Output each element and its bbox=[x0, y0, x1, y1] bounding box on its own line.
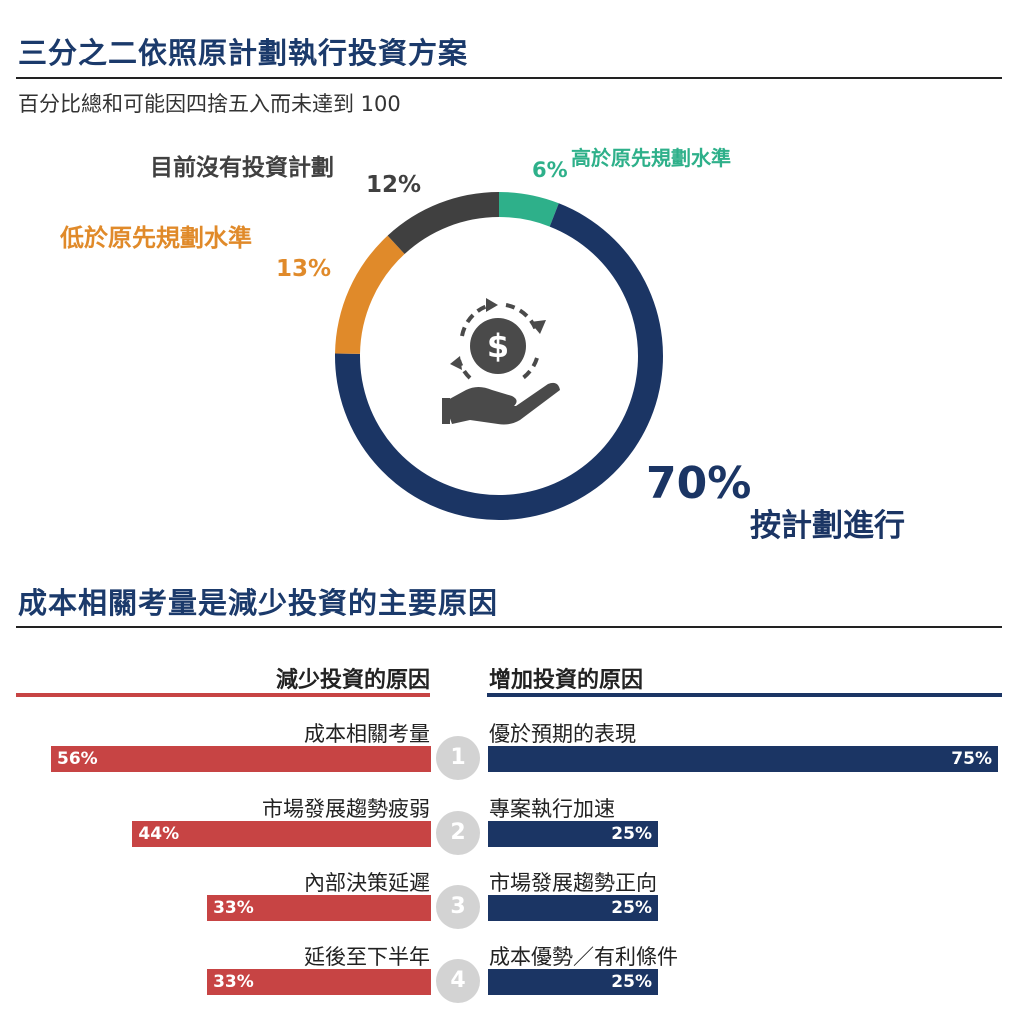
page-subtitle: 百分比總和可能因四捨五入而未達到 100 bbox=[18, 92, 401, 116]
slice-name-label: 目前沒有投資計劃 bbox=[150, 155, 334, 181]
reason-label-increase: 市場發展趨勢正向 bbox=[489, 871, 657, 895]
donut-slice bbox=[387, 192, 499, 254]
section-divider bbox=[16, 626, 1002, 628]
decrease-bar: 33% bbox=[207, 969, 431, 995]
svg-text:$: $ bbox=[487, 327, 509, 365]
reason-label-decrease: 延後至下半年 bbox=[304, 945, 430, 969]
decrease-bar: 33% bbox=[207, 895, 431, 921]
right-column-header: 增加投資的原因 bbox=[489, 668, 644, 693]
donut-slice bbox=[499, 192, 559, 227]
money-hand-cycle-icon: $ bbox=[442, 298, 560, 425]
reason-label-decrease: 成本相關考量 bbox=[304, 722, 430, 746]
increase-bar: 25% bbox=[488, 969, 658, 995]
reason-label-increase: 成本優勢／有利條件 bbox=[489, 945, 678, 969]
slice-value-label: 13% bbox=[276, 256, 332, 282]
reason-label-increase: 優於預期的表現 bbox=[489, 722, 636, 746]
slice-value-label: 12% bbox=[366, 172, 422, 198]
reason-label-decrease: 內部決策延遲 bbox=[304, 871, 430, 895]
slice-value-label: 6% bbox=[532, 158, 568, 182]
donut-slice bbox=[335, 235, 405, 354]
rank-badge: 1 bbox=[436, 736, 480, 780]
decrease-bar: 56% bbox=[51, 746, 431, 772]
title-divider bbox=[16, 77, 1002, 79]
decrease-bar: 44% bbox=[132, 821, 431, 847]
slice-name-label: 高於原先規劃水準 bbox=[571, 146, 731, 170]
slice-name-label: 按計劃進行 bbox=[750, 508, 905, 544]
left-header-line bbox=[16, 693, 430, 697]
slice-value-label: 70% bbox=[646, 458, 752, 509]
slice-name-label: 低於原先規劃水準 bbox=[60, 224, 252, 252]
increase-bar: 25% bbox=[488, 821, 658, 847]
rank-badge: 2 bbox=[436, 811, 480, 855]
increase-bar: 25% bbox=[488, 895, 658, 921]
left-column-header: 減少投資的原因 bbox=[275, 668, 430, 693]
section-title: 成本相關考量是減少投資的主要原因 bbox=[18, 586, 499, 620]
rank-badge: 3 bbox=[436, 885, 480, 929]
reason-label-decrease: 市場發展趨勢疲弱 bbox=[262, 797, 430, 821]
reason-label-increase: 專案執行加速 bbox=[489, 797, 615, 821]
page-title: 三分之二依照原計劃執行投資方案 bbox=[18, 36, 469, 70]
rank-badge: 4 bbox=[436, 959, 480, 1003]
increase-bar: 75% bbox=[488, 746, 998, 772]
donut-chart: $ bbox=[335, 192, 663, 520]
right-header-line bbox=[487, 693, 1002, 697]
